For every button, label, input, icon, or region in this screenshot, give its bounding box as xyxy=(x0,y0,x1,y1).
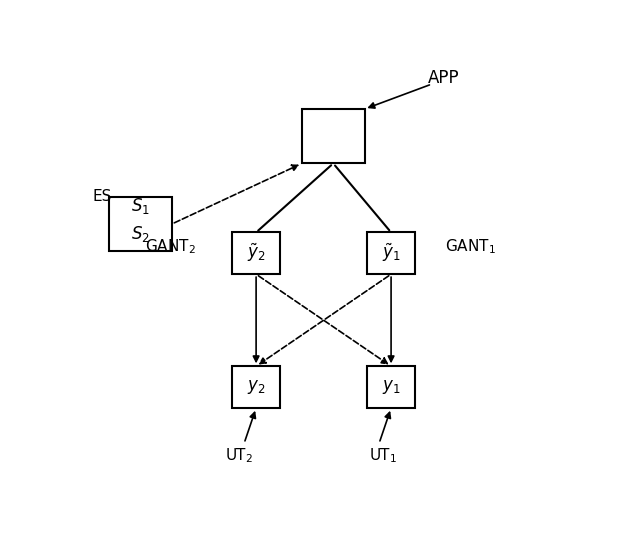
Text: UT$_1$: UT$_1$ xyxy=(369,446,397,465)
Bar xyxy=(232,366,281,408)
Text: ES: ES xyxy=(92,190,111,204)
Text: APP: APP xyxy=(429,69,460,87)
Text: UT$_2$: UT$_2$ xyxy=(225,446,253,465)
Text: $\tilde{y}_2$: $\tilde{y}_2$ xyxy=(247,242,266,264)
Bar xyxy=(109,197,172,251)
Text: GANT$_2$: GANT$_2$ xyxy=(145,238,196,256)
Bar xyxy=(367,366,415,408)
Bar xyxy=(367,232,415,274)
Text: $\tilde{y}_1$: $\tilde{y}_1$ xyxy=(382,242,401,264)
Bar xyxy=(302,109,364,163)
Text: $y_1$: $y_1$ xyxy=(382,378,401,396)
Text: $y_2$: $y_2$ xyxy=(247,378,266,396)
Text: GANT$_1$: GANT$_1$ xyxy=(445,238,496,256)
Bar xyxy=(232,232,281,274)
Text: $S_1$
$S_2$: $S_1$ $S_2$ xyxy=(131,196,150,244)
